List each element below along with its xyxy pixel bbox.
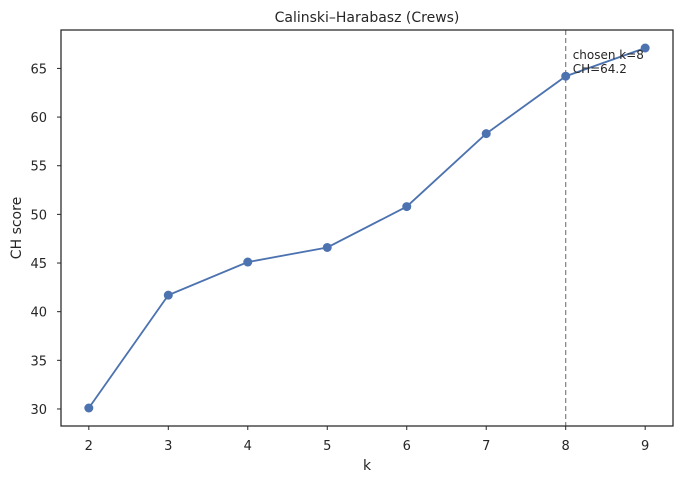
data-point: [163, 290, 173, 300]
x-tick-label: 8: [562, 439, 570, 454]
data-point: [640, 43, 650, 53]
x-tick-label: 9: [641, 439, 649, 454]
x-tick-label: 5: [323, 439, 331, 454]
y-tick-label: 60: [30, 111, 47, 126]
data-point: [243, 257, 253, 267]
series-line: [88, 47, 646, 409]
data-point: [402, 202, 412, 212]
y-tick-label: 30: [30, 403, 47, 418]
x-tick-label: 4: [244, 439, 252, 454]
x-tick-label: 6: [403, 439, 411, 454]
chosen-k-annotation: chosen k=8: [573, 48, 644, 62]
x-axis-label: k: [363, 458, 372, 474]
plot-frame: [60, 29, 674, 427]
y-tick-label: 55: [30, 160, 47, 175]
data-point: [481, 129, 491, 139]
y-tick-label: 45: [30, 257, 47, 272]
chart-title: Calinski–Harabasz (Crews): [275, 10, 460, 26]
y-tick-label: 50: [30, 208, 47, 223]
data-point: [84, 403, 94, 413]
x-tick-label: 7: [482, 439, 490, 454]
y-tick-label: 35: [30, 354, 47, 369]
x-tick-label: 3: [164, 439, 172, 454]
y-axis-label: CH score: [9, 197, 25, 259]
y-tick-label: 40: [30, 306, 47, 321]
y-tick-label: 65: [30, 62, 47, 77]
data-point: [561, 71, 571, 81]
data-point: [322, 242, 332, 252]
x-tick-label: 2: [85, 439, 93, 454]
chosen-k-annotation: CH=64.2: [573, 62, 627, 76]
